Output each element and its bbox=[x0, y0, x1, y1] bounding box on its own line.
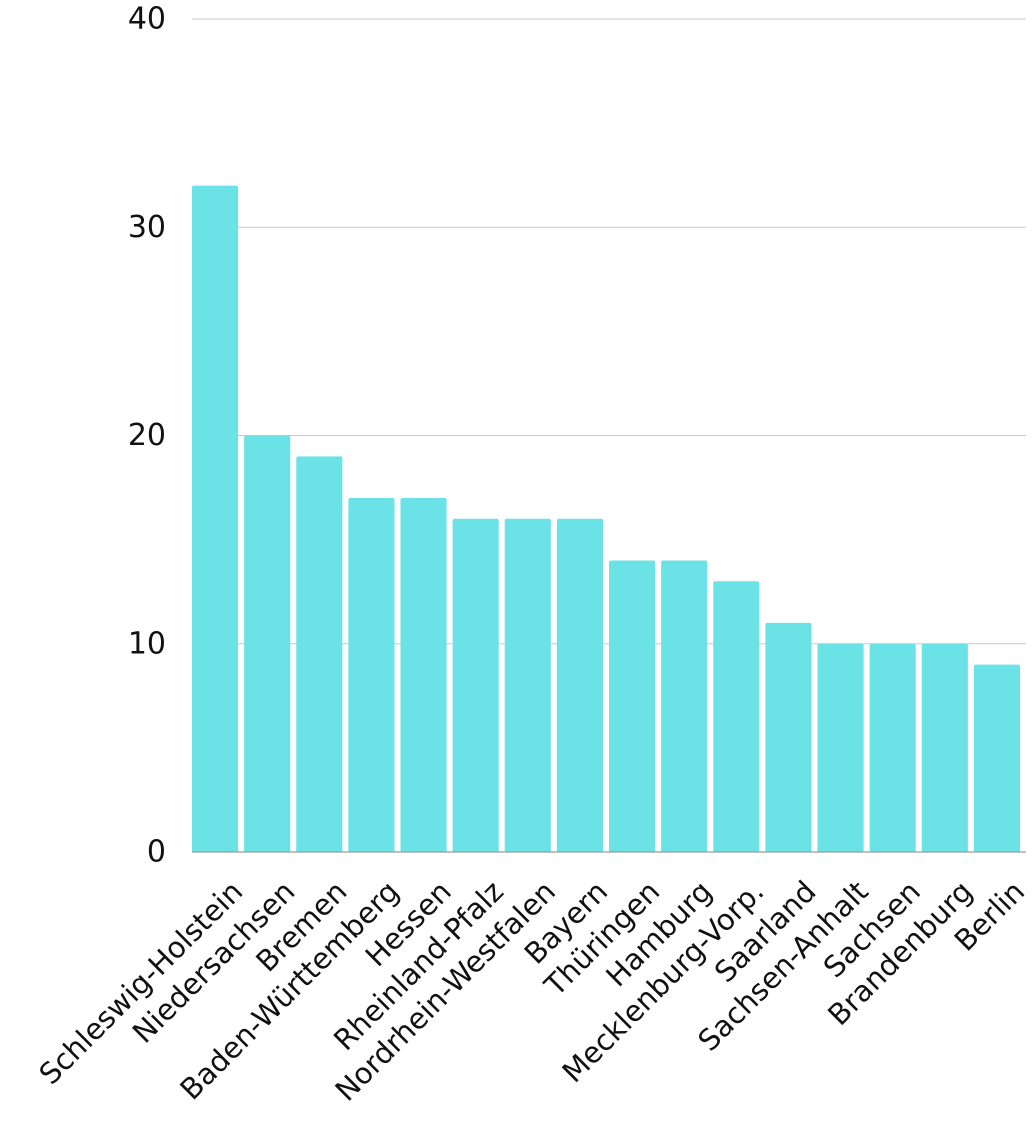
y-tick-label: 0 bbox=[147, 835, 166, 870]
y-tick-label: 20 bbox=[128, 418, 166, 453]
bar-baden-w-rttemberg bbox=[348, 497, 395, 852]
bar-th-ringen bbox=[609, 560, 656, 852]
bar-schleswig-holstein bbox=[192, 185, 239, 853]
bar-sachsen-anhalt bbox=[817, 643, 864, 852]
y-tick-label: 10 bbox=[128, 626, 166, 661]
bar-bayern bbox=[556, 518, 603, 852]
x-axis-ticks: Schleswig-HolsteinNiedersachsenBremenBad… bbox=[32, 874, 1031, 1107]
bar-bremen bbox=[296, 456, 343, 852]
bar-rheinland-pfalz bbox=[452, 518, 499, 852]
y-tick-label: 30 bbox=[128, 210, 166, 245]
bar-berlin bbox=[973, 664, 1020, 852]
y-axis-ticks: 0 10 20 30 40 bbox=[128, 2, 166, 870]
bar-brandenburg bbox=[921, 643, 968, 852]
bar-saarland bbox=[765, 622, 812, 852]
bar-hessen bbox=[400, 497, 447, 852]
bars bbox=[192, 185, 1020, 853]
bar-sachsen bbox=[869, 643, 916, 852]
bar-niedersachsen bbox=[244, 435, 291, 852]
bar-nordrhein-westfalen bbox=[504, 518, 551, 852]
bar-mecklenburg-vorp- bbox=[713, 581, 760, 852]
bar-hamburg bbox=[661, 560, 708, 852]
y-tick-label: 40 bbox=[128, 2, 166, 37]
